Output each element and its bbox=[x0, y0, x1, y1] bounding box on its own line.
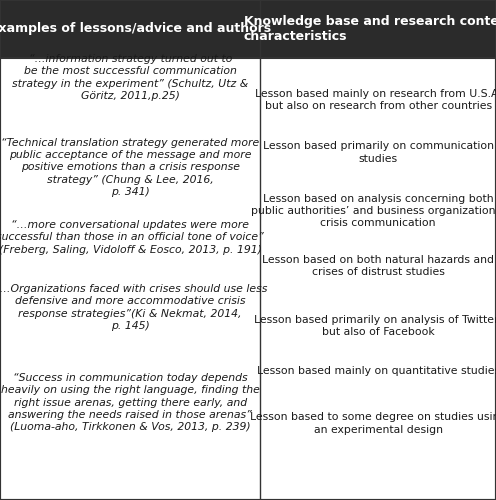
Text: Lesson based on analysis concerning both
public authorities’ and business organi: Lesson based on analysis concerning both… bbox=[251, 194, 496, 228]
Text: Lesson based primarily on communication
studies: Lesson based primarily on communication … bbox=[263, 142, 494, 164]
Text: “…Organizations faced with crises should use less
defensive and more accommodati: “…Organizations faced with crises should… bbox=[0, 284, 267, 331]
Text: Knowledge base and research context
characteristics: Knowledge base and research context char… bbox=[244, 14, 496, 43]
Text: Lesson based on both natural hazards and
crises of distrust studies: Lesson based on both natural hazards and… bbox=[262, 255, 494, 277]
Text: “Technical translation strategy generated more
public acceptance of the message : “Technical translation strategy generate… bbox=[1, 138, 259, 198]
Text: Lesson based mainly on quantitative studies: Lesson based mainly on quantitative stud… bbox=[256, 366, 496, 376]
Text: Lesson based primarily on analysis of Twitter,
but also of Facebook: Lesson based primarily on analysis of Tw… bbox=[254, 315, 496, 337]
Text: Lesson based mainly on research from U.S.A.
but also on research from other coun: Lesson based mainly on research from U.S… bbox=[255, 89, 496, 111]
Text: “…more conversational updates were more
successful than those in an official ton: “…more conversational updates were more … bbox=[0, 220, 264, 255]
Text: “Success in communication today depends
heavily on using the right language, fin: “Success in communication today depends … bbox=[1, 372, 259, 432]
Bar bbox=[260, 0, 496, 58]
Text: “…information strategy turned out to
be the most successful communication
strate: “…information strategy turned out to be … bbox=[12, 54, 248, 101]
Bar bbox=[0, 0, 260, 58]
Text: Lesson based to some degree on studies using
an experimental design: Lesson based to some degree on studies u… bbox=[250, 412, 496, 434]
Text: Examples of lessons/advice and authors: Examples of lessons/advice and authors bbox=[0, 22, 271, 35]
